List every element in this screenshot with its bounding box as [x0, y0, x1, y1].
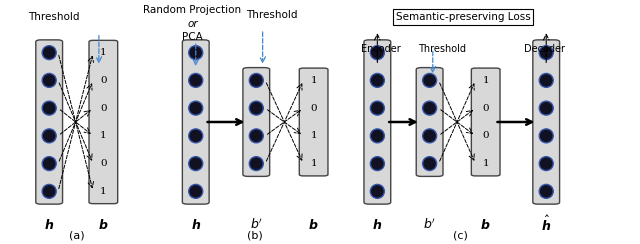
Ellipse shape	[540, 184, 553, 198]
Ellipse shape	[540, 73, 553, 87]
Ellipse shape	[540, 46, 553, 60]
Ellipse shape	[42, 129, 56, 143]
Ellipse shape	[540, 101, 553, 115]
Text: $\boldsymbol{b}$: $\boldsymbol{b}$	[481, 217, 491, 232]
Text: $\boldsymbol{h}$: $\boldsymbol{h}$	[44, 217, 54, 232]
FancyBboxPatch shape	[300, 68, 328, 176]
Text: 1: 1	[310, 159, 317, 168]
Text: Threshold: Threshold	[419, 44, 467, 54]
Ellipse shape	[540, 157, 553, 171]
Text: (a): (a)	[68, 230, 84, 240]
Ellipse shape	[189, 157, 203, 171]
Text: $\hat{\boldsymbol{h}}$: $\hat{\boldsymbol{h}}$	[541, 215, 551, 234]
Ellipse shape	[371, 73, 385, 87]
Text: 1: 1	[483, 159, 489, 168]
Text: 1: 1	[100, 131, 107, 140]
Ellipse shape	[189, 101, 203, 115]
Text: $\boldsymbol{b}$: $\boldsymbol{b}$	[308, 217, 319, 232]
Text: (c): (c)	[452, 230, 468, 240]
Text: 1: 1	[483, 76, 489, 85]
Ellipse shape	[189, 184, 203, 198]
FancyBboxPatch shape	[182, 40, 209, 204]
Text: $\boldsymbol{b}$: $\boldsymbol{b}$	[98, 217, 109, 232]
Ellipse shape	[189, 46, 203, 60]
Text: 0: 0	[483, 104, 489, 113]
FancyBboxPatch shape	[533, 40, 559, 204]
Ellipse shape	[249, 157, 263, 171]
Ellipse shape	[42, 184, 56, 198]
Text: $\boldsymbol{b'}$: $\boldsymbol{b'}$	[250, 217, 263, 232]
Text: 0: 0	[100, 104, 107, 113]
Ellipse shape	[249, 73, 263, 87]
Ellipse shape	[540, 129, 553, 143]
Ellipse shape	[189, 73, 203, 87]
Ellipse shape	[371, 184, 385, 198]
Text: 0: 0	[483, 131, 489, 140]
Ellipse shape	[42, 73, 56, 87]
Ellipse shape	[249, 101, 263, 115]
Ellipse shape	[189, 129, 203, 143]
Ellipse shape	[422, 129, 436, 143]
Ellipse shape	[42, 46, 56, 60]
Ellipse shape	[371, 157, 385, 171]
Text: 0: 0	[100, 159, 107, 168]
Text: (b): (b)	[247, 230, 263, 240]
Ellipse shape	[42, 101, 56, 115]
Ellipse shape	[422, 73, 436, 87]
Text: 1: 1	[310, 131, 317, 140]
FancyBboxPatch shape	[364, 40, 391, 204]
Ellipse shape	[42, 157, 56, 171]
Ellipse shape	[371, 101, 385, 115]
Text: $\boldsymbol{h}$: $\boldsymbol{h}$	[191, 217, 201, 232]
Text: Threshold: Threshold	[28, 12, 79, 22]
Text: 0: 0	[100, 76, 107, 85]
FancyBboxPatch shape	[36, 40, 63, 204]
Text: 1: 1	[310, 76, 317, 85]
FancyBboxPatch shape	[243, 68, 269, 176]
Text: 1: 1	[100, 48, 107, 57]
Text: Decoder: Decoder	[524, 44, 565, 54]
Text: Semantic-preserving Loss: Semantic-preserving Loss	[396, 12, 531, 22]
FancyBboxPatch shape	[471, 68, 500, 176]
Text: $\boldsymbol{b'}$: $\boldsymbol{b'}$	[423, 217, 436, 232]
Ellipse shape	[249, 129, 263, 143]
Ellipse shape	[371, 46, 385, 60]
Ellipse shape	[371, 129, 385, 143]
Ellipse shape	[422, 157, 436, 171]
Text: Threshold: Threshold	[246, 10, 298, 20]
Text: PCA: PCA	[182, 31, 203, 41]
FancyBboxPatch shape	[89, 40, 118, 204]
FancyBboxPatch shape	[416, 68, 443, 176]
Text: Random Projection: Random Projection	[143, 5, 242, 15]
Text: or: or	[188, 20, 198, 30]
Ellipse shape	[422, 101, 436, 115]
Text: 1: 1	[100, 187, 107, 196]
Text: $\boldsymbol{h}$: $\boldsymbol{h}$	[372, 217, 383, 232]
Text: 0: 0	[310, 104, 317, 113]
Text: Encoder: Encoder	[361, 44, 401, 54]
